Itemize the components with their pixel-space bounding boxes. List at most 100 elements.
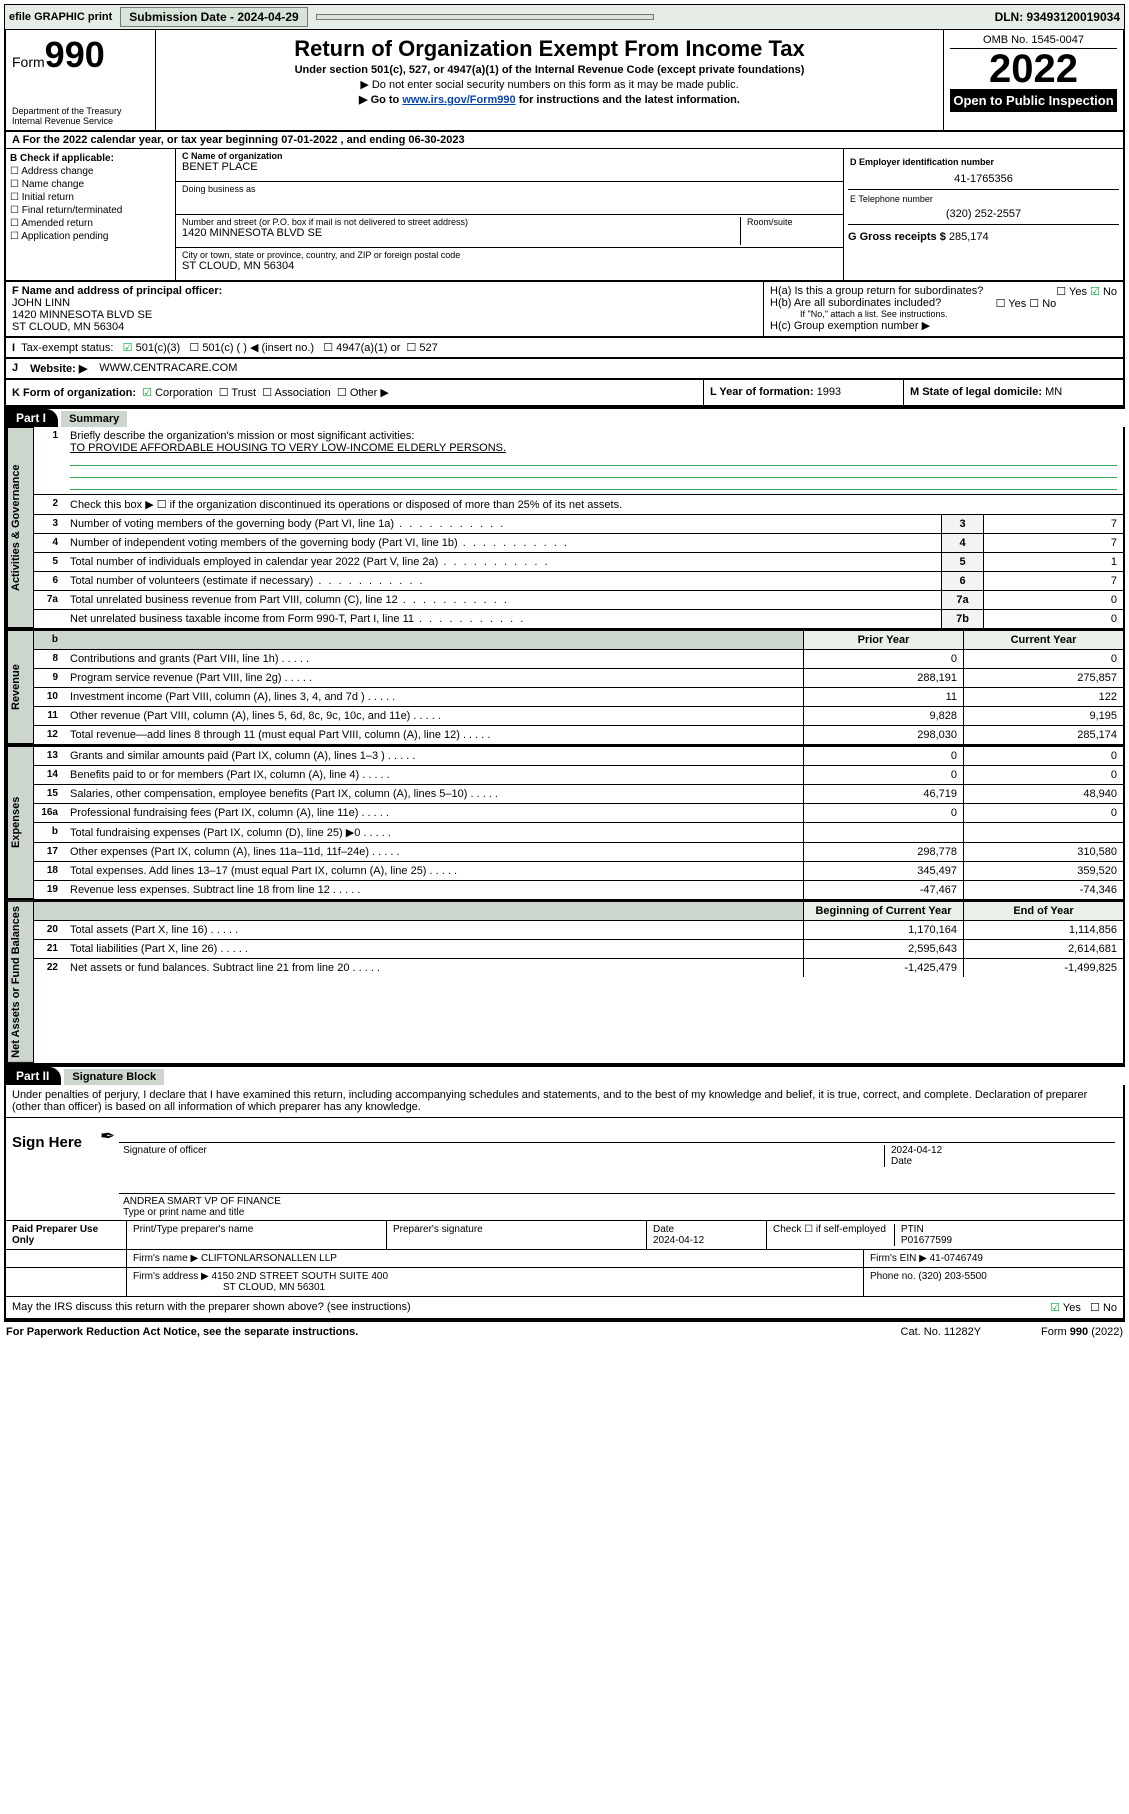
current-year-value: -74,346 <box>963 880 1123 899</box>
l-label: L Year of formation: <box>710 386 814 398</box>
row-num: 22 <box>34 958 64 977</box>
blank-button[interactable] <box>316 14 654 20</box>
m-label: M State of legal domicile: <box>910 386 1042 398</box>
row-num: 17 <box>34 842 64 861</box>
form-title: Return of Organization Exempt From Incom… <box>162 36 937 62</box>
dba-label: Doing business as <box>182 184 837 194</box>
ha-label: H(a) Is this a group return for subordin… <box>770 285 983 297</box>
paid-preparer-row1: Paid Preparer Use Only Print/Type prepar… <box>6 1220 1123 1249</box>
row-box: 4 <box>941 533 983 552</box>
chk-4947a1[interactable]: 4947(a)(1) or <box>323 342 400 354</box>
row-label: Net unrelated business taxable income fr… <box>64 609 941 628</box>
row-num: 6 <box>34 571 64 590</box>
row-value: 7 <box>983 571 1123 590</box>
tax-year: 2022 <box>950 49 1117 89</box>
firm-name-label: Firm's name ▶ <box>133 1253 198 1264</box>
row-label: Other revenue (Part VIII, column (A), li… <box>64 706 803 725</box>
section-f-officer: F Name and address of principal officer:… <box>6 282 763 336</box>
row-num: 11 <box>34 706 64 725</box>
paperwork-notice: For Paperwork Reduction Act Notice, see … <box>6 1326 358 1338</box>
chk-corporation[interactable]: Corporation <box>142 387 212 399</box>
firm-ein-label: Firm's EIN ▶ <box>870 1253 927 1264</box>
title-block: Return of Organization Exempt From Incom… <box>156 30 943 130</box>
paid-preparer-row3: Firm's address ▶ 4150 2ND STREET SOUTH S… <box>6 1267 1123 1296</box>
prior-year-value: -1,425,479 <box>803 958 963 977</box>
c-name-label: C Name of organization <box>182 151 837 161</box>
prior-year-value: 1,170,164 <box>803 920 963 939</box>
discuss-no[interactable]: No <box>1090 1302 1117 1314</box>
firm-phone-label: Phone no. <box>870 1271 916 1282</box>
row-label: Benefits paid to or for members (Part IX… <box>64 765 803 784</box>
hdr-current-year: Current Year <box>963 630 1123 649</box>
chk-name-change[interactable]: Name change <box>10 179 171 190</box>
prep-date-value: 2024-04-12 <box>653 1235 704 1246</box>
preparer-sig-label: Preparer's signature <box>386 1221 646 1249</box>
current-year-value: 122 <box>963 687 1123 706</box>
chk-association[interactable]: Association <box>262 387 331 399</box>
row-label: Revenue less expenses. Subtract line 18 … <box>64 880 803 899</box>
chk-501c3[interactable]: 501(c)(3) <box>123 342 181 354</box>
sig-date-label: Date <box>891 1156 912 1167</box>
row-label: Program service revenue (Part VIII, line… <box>64 668 803 687</box>
discuss-yes[interactable]: Yes <box>1050 1302 1081 1314</box>
prior-year-value: -47,467 <box>803 880 963 899</box>
prior-year-value: 11 <box>803 687 963 706</box>
row-box: 3 <box>941 514 983 533</box>
current-year-value: 0 <box>963 765 1123 784</box>
form-990-footer: Form 990 (2022) <box>1041 1326 1123 1338</box>
preparer-name-label: Print/Type preparer's name <box>126 1221 386 1249</box>
ha-yes[interactable]: Yes <box>1056 286 1087 298</box>
ha-no[interactable]: No <box>1090 286 1117 298</box>
submission-date-button[interactable]: Submission Date - 2024-04-29 <box>120 7 307 27</box>
chk-other[interactable]: Other ▶ <box>337 387 389 399</box>
prior-year-value: 298,030 <box>803 725 963 744</box>
row-num: 5 <box>34 552 64 571</box>
row-label: Total liabilities (Part X, line 26) . . … <box>64 939 803 958</box>
irs-form990-link[interactable]: www.irs.gov/Form990 <box>402 94 515 106</box>
dln-label: DLN: 93493120019034 <box>995 10 1120 24</box>
chk-501c[interactable]: 501(c) ( ) ◀ (insert no.) <box>189 342 314 354</box>
chk-trust[interactable]: Trust <box>219 387 256 399</box>
row-value: 0 <box>983 590 1123 609</box>
firm-addr1: 4150 2ND STREET SOUTH SUITE 400 <box>212 1271 389 1282</box>
officer-addr2: ST CLOUD, MN 56304 <box>12 321 124 333</box>
prior-year-value <box>803 822 963 842</box>
irs-label: Internal Revenue Service <box>12 116 149 126</box>
prior-year-value: 46,719 <box>803 784 963 803</box>
paid-preparer-row2: Firm's name ▶ CLIFTONLARSONALLEN LLP Fir… <box>6 1249 1123 1267</box>
prior-year-value: 0 <box>803 649 963 668</box>
year-formation: 1993 <box>817 386 841 398</box>
chk-initial-return[interactable]: Initial return <box>10 192 171 203</box>
row-label: Contributions and grants (Part VIII, lin… <box>64 649 803 668</box>
part1-governance: Activities & Governance 1 Briefly descri… <box>4 427 1125 630</box>
org-name: BENET PLACE <box>182 161 837 173</box>
prior-year-value: 345,497 <box>803 861 963 880</box>
dept-treasury: Department of the Treasury <box>12 106 149 116</box>
row-num: 16a <box>34 803 64 822</box>
current-year-value: 1,114,856 <box>963 920 1123 939</box>
sig-date-value: 2024-04-12 <box>891 1145 942 1156</box>
state-domicile: MN <box>1045 386 1062 398</box>
row-label: Total fundraising expenses (Part IX, col… <box>64 822 803 842</box>
website-value: WWW.CENTRACARE.COM <box>99 362 237 375</box>
sign-arrow-icon: ✒ <box>96 1118 119 1220</box>
f-label: F Name and address of principal officer: <box>12 285 222 297</box>
chk-address-change[interactable]: Address change <box>10 166 171 177</box>
section-deg: D Employer identification number 41-1765… <box>843 149 1123 280</box>
expenses-table: 13Grants and similar amounts paid (Part … <box>34 746 1123 899</box>
q2-discontinued: Check this box ▶ ☐ if the organization d… <box>64 495 1123 514</box>
hb-yes[interactable]: Yes <box>996 298 1027 310</box>
hb-no[interactable]: No <box>1029 298 1056 310</box>
hdr-prior-year: Prior Year <box>803 630 963 649</box>
row-num: b <box>34 822 64 842</box>
chk-final-return[interactable]: Final return/terminated <box>10 205 171 216</box>
section-b-checkboxes: B Check if applicable: Address change Na… <box>6 149 176 280</box>
chk-amended-return[interactable]: Amended return <box>10 218 171 229</box>
revenue-table: 8Contributions and grants (Part VIII, li… <box>34 649 1123 744</box>
goto-post: for instructions and the latest informat… <box>516 94 740 106</box>
firm-addr-label: Firm's address ▶ <box>133 1271 209 1282</box>
self-employed-check[interactable]: Check ☐ if self-employed <box>773 1224 886 1246</box>
chk-527[interactable]: 527 <box>407 342 438 354</box>
chk-application-pending[interactable]: Application pending <box>10 231 171 242</box>
row-value: 7 <box>983 514 1123 533</box>
